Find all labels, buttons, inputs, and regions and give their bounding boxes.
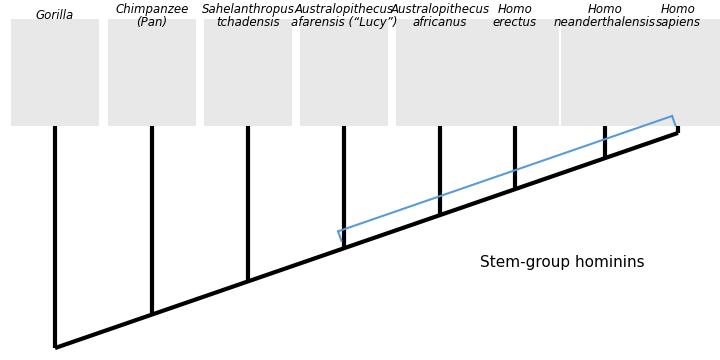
Text: Stem-group hominins: Stem-group hominins (480, 256, 644, 270)
Text: Australopithecus: Australopithecus (294, 3, 394, 17)
Text: Australopithecus: Australopithecus (390, 3, 490, 17)
Bar (300, 19, 388, 126)
Bar (471, 19, 559, 126)
Text: africanus: africanus (413, 16, 467, 29)
Bar (204, 19, 292, 126)
Text: erectus: erectus (493, 16, 537, 29)
Text: Homo: Homo (498, 3, 532, 17)
Text: Gorilla: Gorilla (36, 9, 74, 22)
Text: afarensis (“Lucy”): afarensis (“Lucy”) (291, 16, 397, 29)
Text: (Pan): (Pan) (136, 16, 168, 29)
Text: Chimpanzee: Chimpanzee (115, 3, 189, 17)
Bar (396, 19, 484, 126)
Text: neanderthalensis: neanderthalensis (554, 16, 656, 29)
Text: Sahelanthropus: Sahelanthropus (202, 3, 294, 17)
Bar (108, 19, 196, 126)
Text: tchadensis: tchadensis (216, 16, 280, 29)
Bar (11, 19, 99, 126)
Text: sapiens: sapiens (655, 16, 701, 29)
Bar (634, 19, 720, 126)
Text: Homo: Homo (588, 3, 622, 17)
Bar (561, 19, 649, 126)
Text: Homo: Homo (660, 3, 696, 17)
